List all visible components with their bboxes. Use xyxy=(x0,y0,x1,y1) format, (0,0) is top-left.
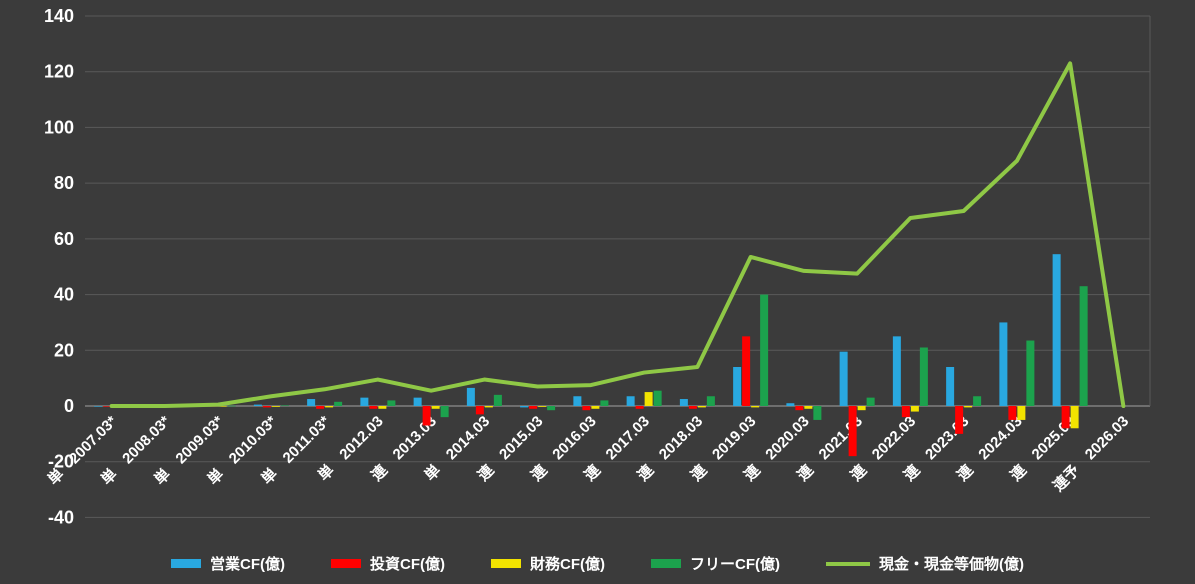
legend-label-financing-cf: 財務CF(億) xyxy=(530,556,605,573)
bar-operating-cf xyxy=(307,399,316,406)
y-axis-tick-label: 60 xyxy=(54,229,74,249)
bar-free-cf xyxy=(813,406,822,420)
legend-label-investing-cf: 投資CF(億) xyxy=(370,556,445,573)
bar-free-cf xyxy=(227,405,236,407)
bar-operating-cf xyxy=(946,367,955,406)
y-axis-tick-label: -40 xyxy=(48,507,74,527)
bar-financing-cf xyxy=(910,406,919,412)
bar-financing-cf xyxy=(218,406,227,407)
chart-legend: 営業CF(億) 投資CF(億) 財務CF(億) フリーCF(億) 現金・現金等価… xyxy=(0,553,1195,574)
bar-free-cf xyxy=(493,394,502,406)
bar-operating-cf xyxy=(786,403,795,406)
bar-investing-cf xyxy=(475,406,484,415)
bar-financing-cf xyxy=(857,406,866,411)
bar-operating-cf xyxy=(413,397,422,406)
bar-financing-cf xyxy=(1070,406,1079,429)
bar-free-cf xyxy=(334,401,343,406)
bar-financing-cf xyxy=(484,406,493,408)
y-axis-tick-label: 20 xyxy=(54,340,74,360)
free-cf-swatch-icon xyxy=(651,559,681,568)
bar-investing-cf xyxy=(422,406,431,426)
bar-free-cf xyxy=(547,406,556,411)
bar-financing-cf xyxy=(325,406,334,408)
bar-free-cf xyxy=(280,405,289,407)
bar-investing-cf xyxy=(848,406,857,457)
bar-free-cf xyxy=(600,400,609,406)
bar-operating-cf xyxy=(733,367,742,406)
investing-cf-swatch-icon xyxy=(331,559,361,568)
bar-financing-cf xyxy=(378,406,387,409)
bar-investing-cf xyxy=(316,406,325,409)
bar-investing-cf xyxy=(1061,406,1070,429)
bar-operating-cf xyxy=(626,396,635,406)
bar-operating-cf xyxy=(679,399,688,406)
bar-operating-cf xyxy=(892,336,901,406)
y-axis-tick-label: 80 xyxy=(54,173,74,193)
legend-item-operating-cf: 営業CF(億) xyxy=(171,553,285,574)
legend-item-cash-equivalents: 現金・現金等価物(億) xyxy=(826,553,1024,574)
cash-equivalents-line xyxy=(109,61,1126,408)
bar-operating-cf xyxy=(360,397,369,406)
legend-item-financing-cf: 財務CF(億) xyxy=(491,553,605,574)
bar-financing-cf xyxy=(804,406,813,409)
bar-investing-cf xyxy=(529,406,538,409)
bar-operating-cf xyxy=(573,396,582,406)
bar-investing-cf xyxy=(795,406,804,411)
bar-free-cf xyxy=(919,347,928,406)
bar-financing-cf xyxy=(591,406,600,409)
bar-financing-cf xyxy=(697,406,706,408)
bar-investing-cf xyxy=(1008,406,1017,420)
bar-investing-cf xyxy=(742,336,751,406)
bar-investing-cf xyxy=(369,406,378,409)
y-axis-tick-label: 0 xyxy=(64,396,74,416)
y-axis-tick-label: 100 xyxy=(44,117,74,137)
bar-operating-cf xyxy=(520,406,529,408)
bar-financing-cf xyxy=(751,406,760,408)
bar-investing-cf xyxy=(688,406,697,409)
financing-cf-swatch-icon xyxy=(491,559,521,568)
bar-operating-cf xyxy=(999,322,1008,406)
bar-investing-cf xyxy=(582,406,591,411)
operating-cf-swatch-icon xyxy=(171,559,201,568)
bar-operating-cf xyxy=(253,404,262,406)
legend-item-free-cf: フリーCF(億) xyxy=(651,553,780,574)
bar-operating-cf xyxy=(1052,254,1061,406)
y-axis-tick-label: 120 xyxy=(44,62,74,82)
bar-free-cf xyxy=(1026,340,1035,406)
bar-free-cf xyxy=(1079,286,1088,406)
bar-investing-cf xyxy=(901,406,910,418)
bar-investing-cf xyxy=(955,406,964,434)
bar-free-cf xyxy=(760,294,769,406)
bar-free-cf xyxy=(973,396,982,406)
bar-free-cf xyxy=(653,390,662,406)
y-axis-tick-label: 40 xyxy=(54,285,74,305)
bar-financing-cf xyxy=(431,406,440,409)
y-axis-tick-label: -20 xyxy=(48,452,74,472)
bar-investing-cf xyxy=(262,406,271,408)
bar-financing-cf xyxy=(964,406,973,408)
bar-financing-cf xyxy=(1017,406,1026,420)
bar-financing-cf xyxy=(271,406,280,407)
legend-item-investing-cf: 投資CF(億) xyxy=(331,553,445,574)
bar-investing-cf xyxy=(103,406,112,407)
bar-free-cf xyxy=(387,400,396,406)
bar-investing-cf xyxy=(635,406,644,409)
bar-operating-cf xyxy=(839,351,848,406)
bar-financing-cf xyxy=(644,392,653,406)
legend-label-free-cf: フリーCF(億) xyxy=(690,556,780,573)
bar-financing-cf xyxy=(538,406,547,407)
y-axis-tick-label: 140 xyxy=(44,6,74,26)
legend-label-cash-equivalents: 現金・現金等価物(億) xyxy=(879,556,1024,573)
cash-line-swatch-icon xyxy=(826,561,870,566)
legend-label-operating-cf: 営業CF(億) xyxy=(210,556,285,573)
bar-free-cf xyxy=(706,396,715,406)
bar-free-cf xyxy=(440,406,449,418)
bar-free-cf xyxy=(866,397,875,406)
bar-operating-cf xyxy=(466,387,475,406)
bar-operating-cf xyxy=(94,406,103,407)
